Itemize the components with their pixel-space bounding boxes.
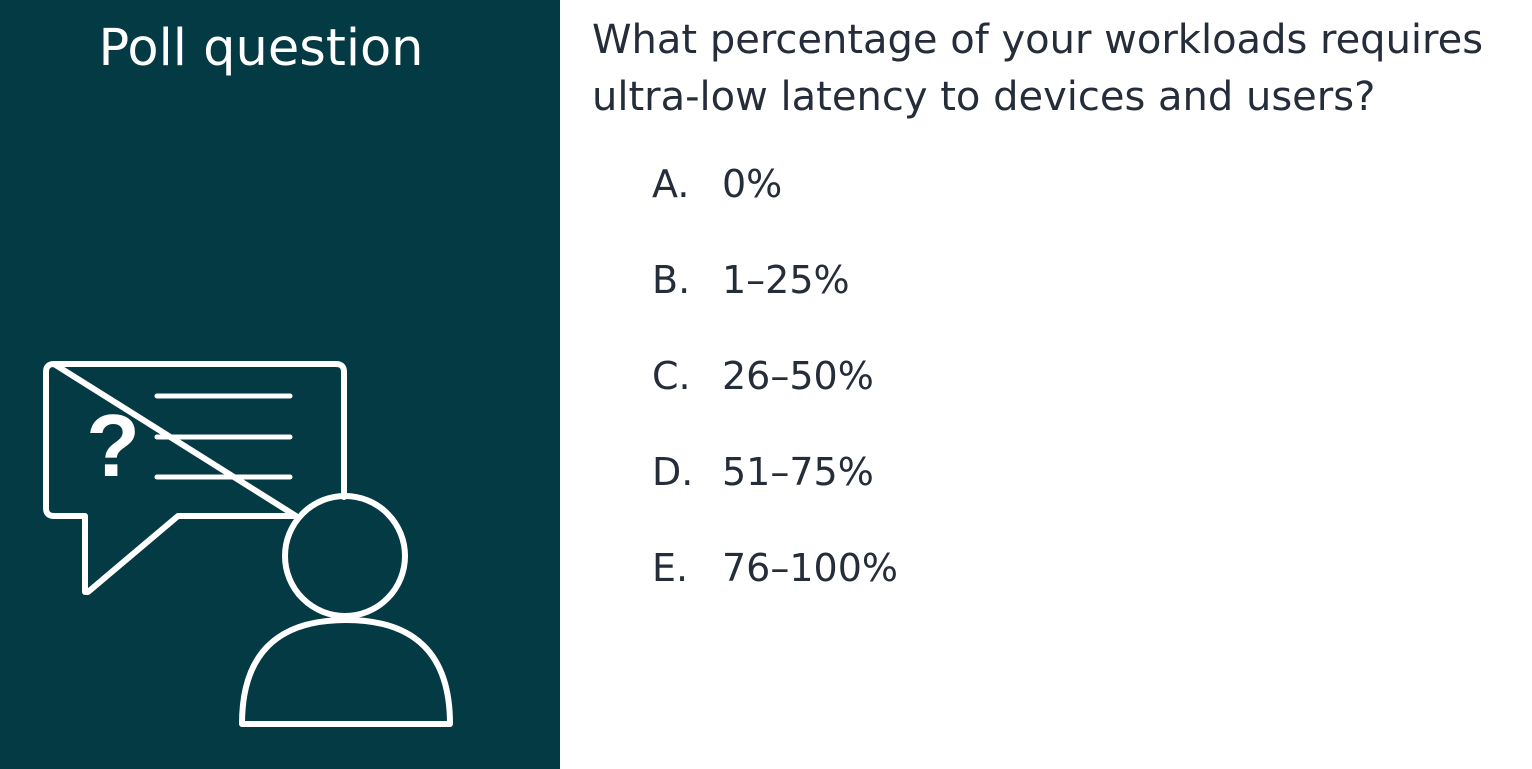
title-panel: Poll question ? — [0, 0, 560, 769]
answer-options-list: A. 0% B. 1–25% C. 26–50% D. 51–75% E. 76… — [652, 154, 898, 634]
option-b: B. 1–25% — [652, 250, 898, 346]
person-with-question-speech-bubble-icon: ? — [43, 361, 453, 727]
panel-title: Poll question — [98, 19, 424, 78]
question-mark-icon: ? — [86, 396, 140, 495]
option-e: E. 76–100% — [652, 538, 898, 634]
option-label: 0% — [722, 162, 783, 206]
person-head-icon — [282, 493, 408, 619]
option-label: 76–100% — [722, 546, 898, 590]
option-letter: A. — [652, 162, 690, 206]
option-d: D. 51–75% — [652, 442, 898, 538]
speech-bubble-icon — [43, 361, 347, 595]
poll-question-text: What percentage of your workloads requir… — [592, 17, 1484, 120]
option-a: A. 0% — [652, 154, 898, 250]
option-letter: B. — [652, 258, 691, 302]
option-label: 26–50% — [722, 354, 874, 398]
option-letter: D. — [652, 450, 694, 494]
option-c: C. 26–50% — [652, 346, 898, 442]
option-label: 51–75% — [722, 450, 874, 494]
person-body-icon — [239, 617, 453, 727]
option-letter: E. — [652, 546, 689, 590]
option-label: 1–25% — [722, 258, 850, 302]
option-letter: C. — [652, 354, 691, 398]
